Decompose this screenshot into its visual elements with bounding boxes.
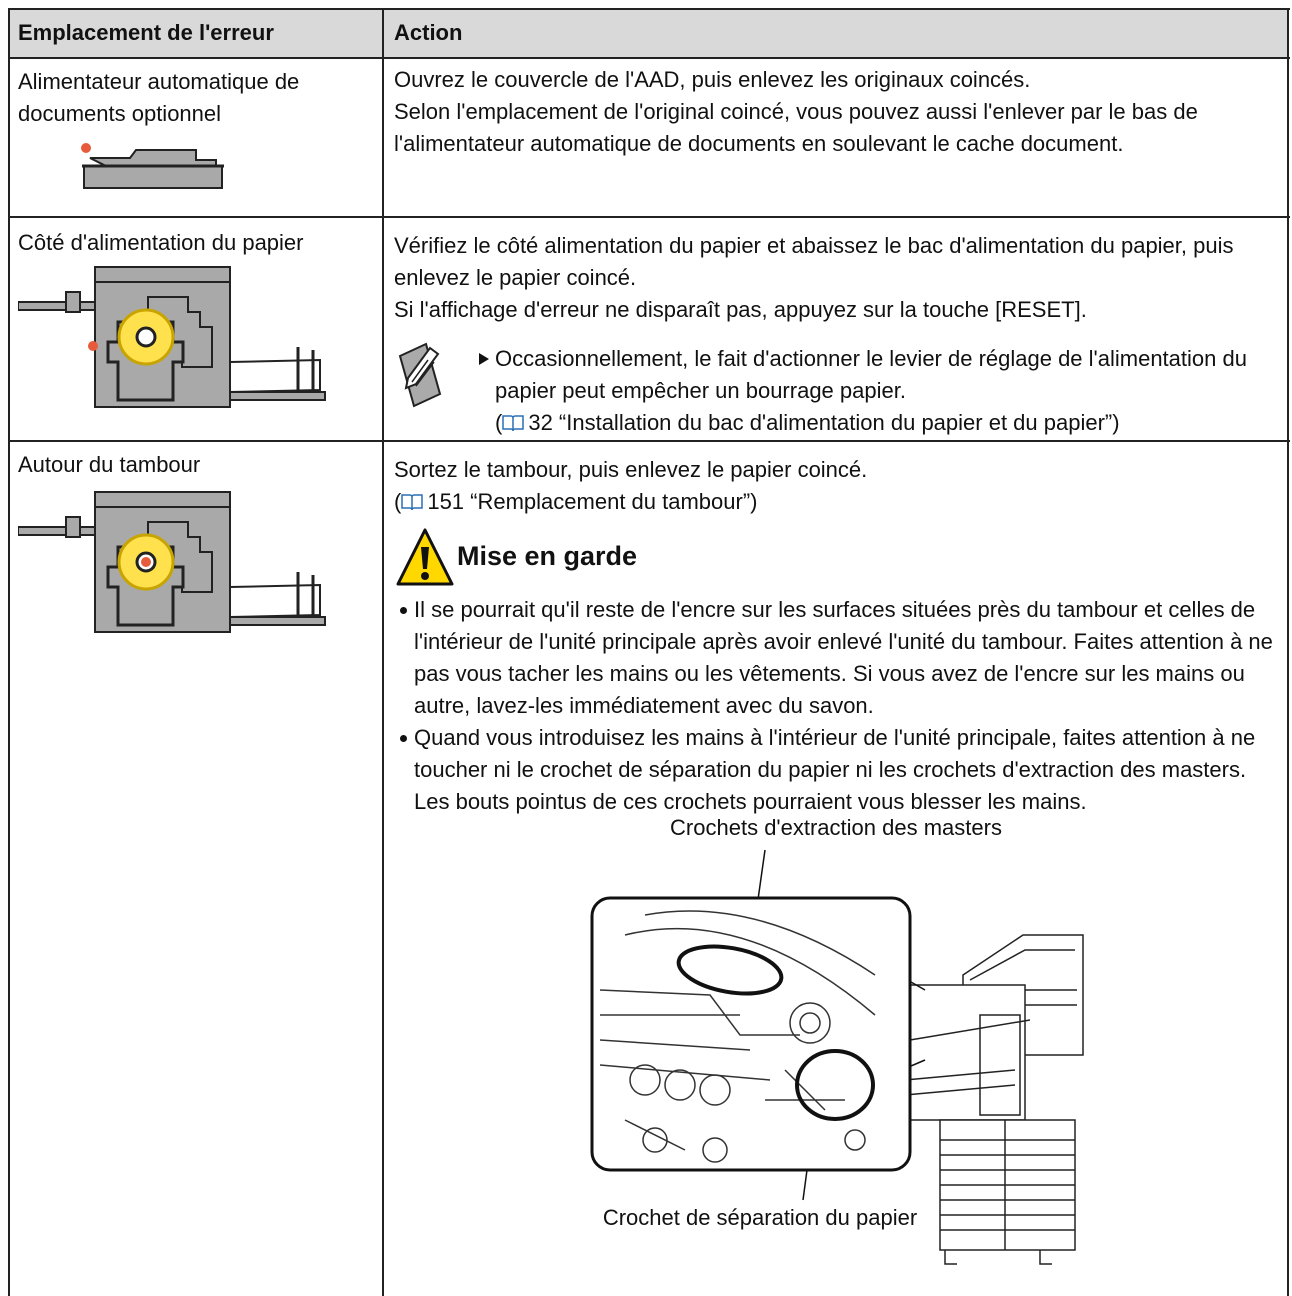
header-row <box>8 8 1288 58</box>
caution-list: Il se pourrait qu'il reste de l'encre su… <box>398 594 1286 818</box>
machine-icon <box>18 265 327 409</box>
rule <box>8 440 1290 442</box>
location: Côté d'alimentation du papier <box>18 230 304 255</box>
arrow <box>479 353 489 365</box>
book-icon <box>401 494 424 511</box>
header-cell: Action <box>394 20 463 45</box>
book-icon <box>502 415 525 432</box>
figure-label: Crochets d'extraction des masters <box>670 815 1002 840</box>
warning-icon <box>396 528 454 586</box>
rule <box>382 8 384 1296</box>
ref-text: 151 “Remplacement du tambour”) <box>427 489 758 514</box>
ref-text: ( <box>495 410 503 435</box>
caution-item: Quand vous introduisez les mains à l'int… <box>398 722 1286 818</box>
rule <box>8 8 1290 10</box>
machine-icon <box>18 490 327 634</box>
location: Autour du tambour <box>18 452 201 477</box>
action-text: Ouvrez le couvercle de l'AAD, puis enlev… <box>394 67 1031 92</box>
rule <box>8 216 1290 218</box>
caution-item: Il se pourrait qu'il reste de l'encre su… <box>398 594 1286 722</box>
action: Sortez le tambour, puis enlevez le papie… <box>394 454 1274 518</box>
ref-text: 32 “Installation du bac d'alimentation d… <box>528 410 1120 435</box>
adf-icon <box>81 143 224 189</box>
rule <box>1287 8 1289 1296</box>
action-text: Sortez le tambour, puis enlevez le papie… <box>394 457 868 482</box>
header-cell: Emplacement de l'erreur <box>18 20 274 45</box>
note-icon <box>398 342 442 408</box>
action-text: Vérifiez le côté alimentation du papier … <box>394 233 1234 290</box>
action-text: Selon l'emplacement de l'original coincé… <box>394 99 1198 156</box>
reference: (151 “Remplacement du tambour”) <box>394 486 1274 518</box>
caution-title: Mise en garde <box>457 541 638 571</box>
drum-figure <box>590 849 1084 1265</box>
note-reference: (32 “Installation du bac d'alimentation … <box>495 407 1280 439</box>
location: Alimentateur automatique de documents op… <box>18 69 300 126</box>
action-text: Si l'affichage d'erreur ne disparaît pas… <box>394 297 1087 322</box>
rule <box>8 57 1290 59</box>
action: Vérifiez le côté alimentation du papier … <box>394 230 1274 326</box>
ref-text: ( <box>394 489 402 514</box>
action: Ouvrez le couvercle de l'AAD, puis enlev… <box>394 64 1282 160</box>
note-text: Occasionnellement, le fait d'actionner l… <box>495 346 1247 403</box>
note: Occasionnellement, le fait d'actionner l… <box>495 343 1280 439</box>
rule <box>8 8 10 1296</box>
figure-label: Crochet de séparation du papier <box>602 1205 918 1230</box>
